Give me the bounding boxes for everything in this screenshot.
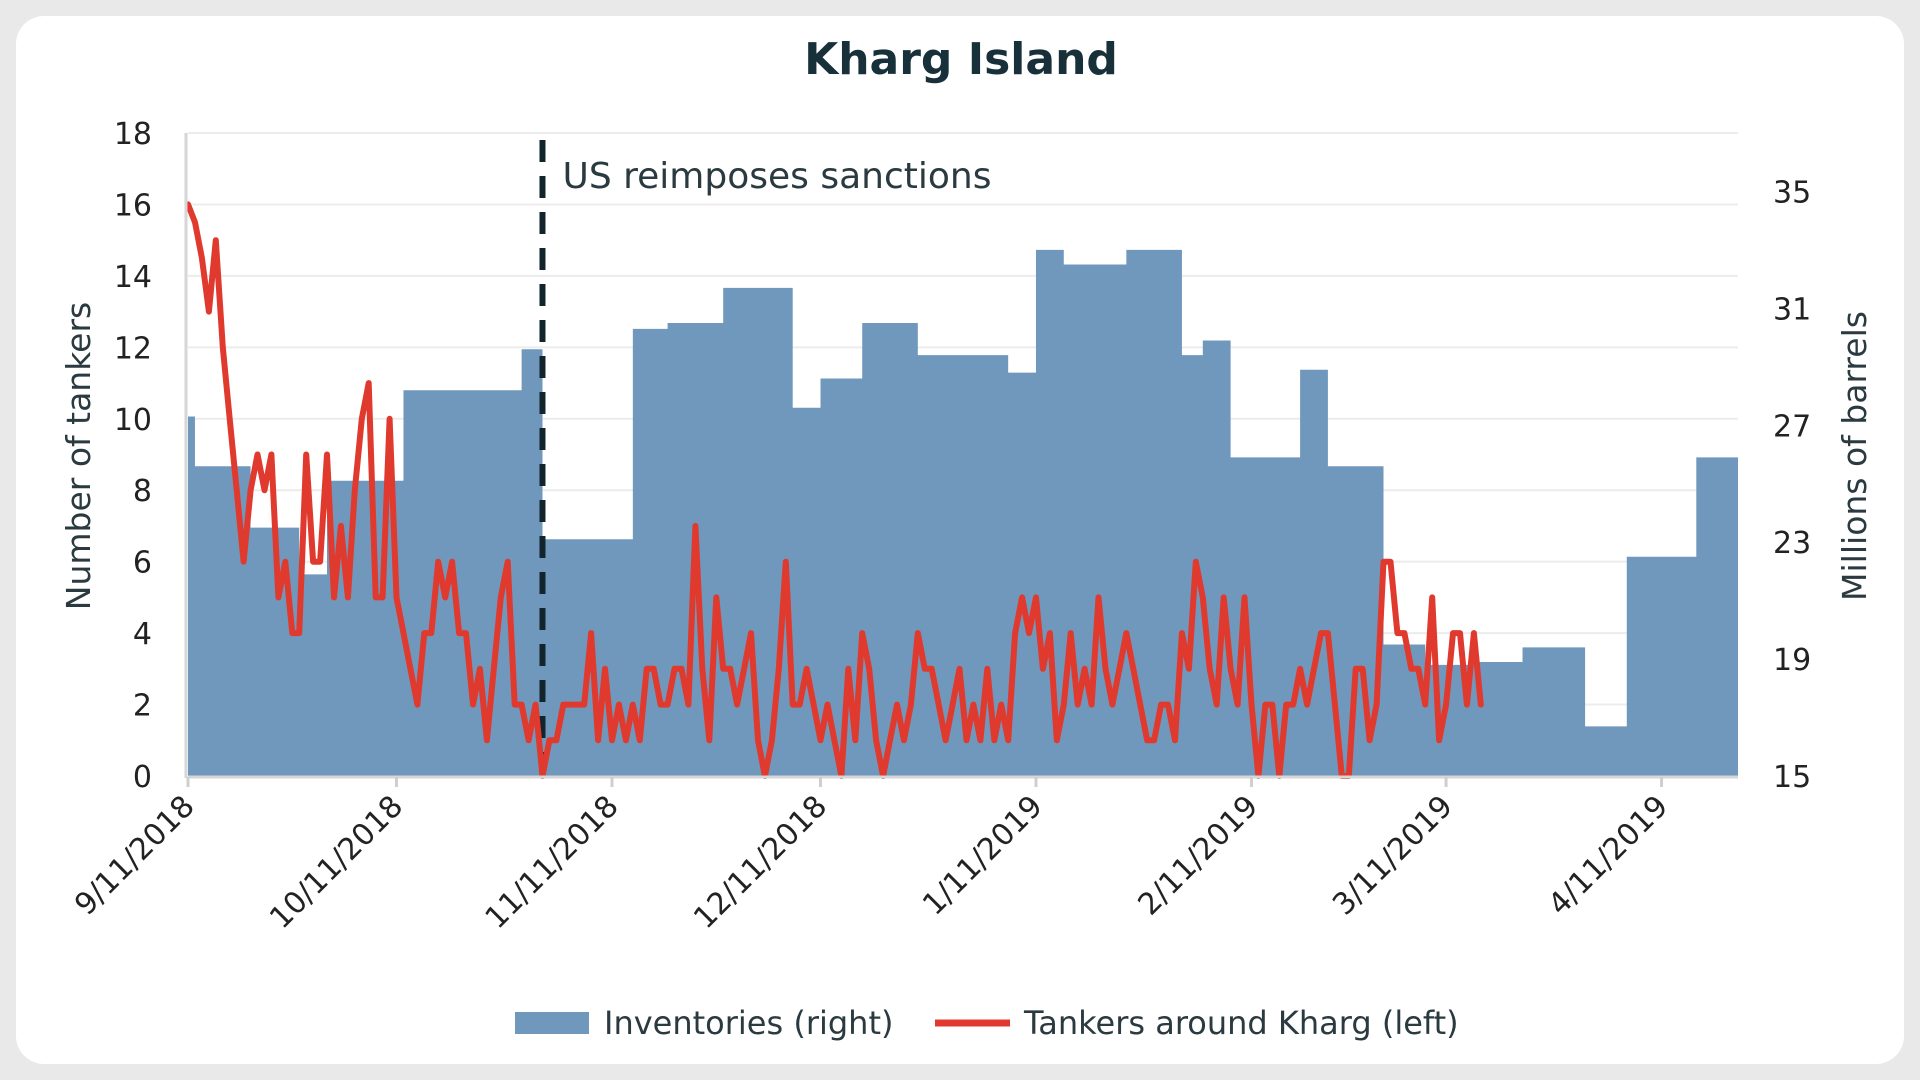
left-axis-title: Number of tankers xyxy=(59,302,98,610)
legend-label-tankers: Tankers around Kharg (left) xyxy=(1023,1004,1459,1042)
left-tick-label: 8 xyxy=(133,474,152,509)
right-axis-ticks: 15 19 23 27 31 35 xyxy=(1773,175,1811,795)
left-tick-label: 4 xyxy=(133,617,152,652)
sanctions-label: US reimposes sanctions xyxy=(562,156,991,197)
x-tick-label: 2/11/2019 xyxy=(1132,789,1266,923)
right-tick-label: 35 xyxy=(1773,175,1811,210)
left-tick-label: 14 xyxy=(114,260,152,295)
right-tick-label: 31 xyxy=(1773,292,1811,327)
right-tick-label: 15 xyxy=(1773,760,1811,795)
x-tick-label: 10/11/2018 xyxy=(263,789,410,936)
legend-label-inventories: Inventories (right) xyxy=(604,1004,893,1042)
x-tick-label: 12/11/2018 xyxy=(687,789,834,936)
tankers-line xyxy=(185,201,1484,779)
chart-title: Kharg Island xyxy=(804,34,1118,85)
right-tick-label: 27 xyxy=(1773,409,1811,444)
legend: Inventories (right) Tankers around Kharg… xyxy=(515,1004,1459,1042)
x-tick-label: 11/11/2018 xyxy=(479,789,626,936)
right-tick-label: 23 xyxy=(1773,526,1811,561)
x-axis-ticks: 9/11/2018 10/11/2018 11/11/2018 12/11/2018 1… xyxy=(68,777,1675,936)
left-tick-label: 10 xyxy=(114,403,152,438)
tankers-series xyxy=(185,201,1484,779)
left-axis-ticks: 0 2 4 6 8 10 12 14 16 18 xyxy=(114,117,152,795)
left-tick-label: 6 xyxy=(133,546,152,581)
legend-swatch-inventories xyxy=(515,1012,589,1034)
left-tick-label: 12 xyxy=(114,331,152,366)
left-tick-label: 16 xyxy=(114,188,152,223)
x-tick-label: 9/11/2018 xyxy=(68,789,202,923)
x-tick-label: 3/11/2019 xyxy=(1326,789,1460,923)
x-tick-label: 4/11/2019 xyxy=(1542,789,1676,923)
left-tick-label: 2 xyxy=(133,689,152,724)
inventories-series xyxy=(188,249,1738,777)
x-tick-label: 1/11/2019 xyxy=(916,789,1050,923)
inventories-area xyxy=(188,249,1738,777)
right-axis-title: Millions of barrels xyxy=(1835,311,1874,601)
axes xyxy=(184,133,1738,779)
right-tick-label: 19 xyxy=(1773,643,1811,678)
sanctions-annotation: US reimposes sanctions xyxy=(539,140,991,778)
left-tick-label: 18 xyxy=(114,117,152,152)
left-tick-label: 0 xyxy=(133,760,152,795)
